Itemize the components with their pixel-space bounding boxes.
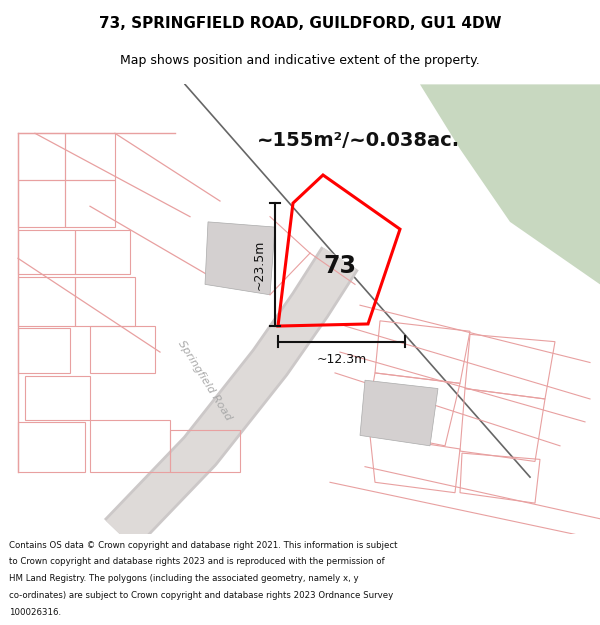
Text: ~155m²/~0.038ac.: ~155m²/~0.038ac. <box>256 131 460 150</box>
Text: HM Land Registry. The polygons (including the associated geometry, namely x, y: HM Land Registry. The polygons (includin… <box>9 574 359 583</box>
Text: co-ordinates) are subject to Crown copyright and database rights 2023 Ordnance S: co-ordinates) are subject to Crown copyr… <box>9 591 393 600</box>
Polygon shape <box>205 222 275 295</box>
Text: ~23.5m: ~23.5m <box>253 239 265 290</box>
Text: 73: 73 <box>323 254 356 278</box>
Text: Contains OS data © Crown copyright and database right 2021. This information is : Contains OS data © Crown copyright and d… <box>9 541 398 550</box>
Text: Map shows position and indicative extent of the property.: Map shows position and indicative extent… <box>120 54 480 68</box>
Text: Springfield Road: Springfield Road <box>176 339 233 422</box>
Text: ~12.3m: ~12.3m <box>316 353 367 366</box>
Polygon shape <box>420 84 600 284</box>
Text: 73, SPRINGFIELD ROAD, GUILDFORD, GU1 4DW: 73, SPRINGFIELD ROAD, GUILDFORD, GU1 4DW <box>99 16 501 31</box>
Polygon shape <box>360 380 438 446</box>
Text: to Crown copyright and database rights 2023 and is reproduced with the permissio: to Crown copyright and database rights 2… <box>9 558 385 566</box>
Text: 100026316.: 100026316. <box>9 608 61 617</box>
